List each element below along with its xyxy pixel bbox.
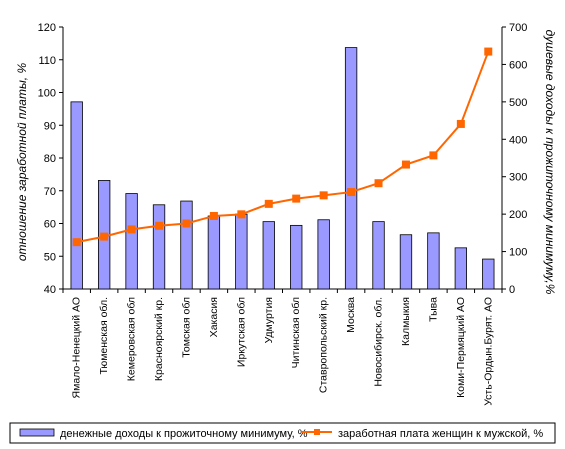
x-category-label: Коми-Пермяцкий АО	[455, 297, 467, 398]
x-category-label: Красноярский кр.	[153, 297, 165, 381]
bar	[454, 247, 468, 290]
y-left-tick-label: 80	[44, 153, 56, 165]
x-category-label: Удмуртия	[263, 297, 275, 343]
line-series	[76, 51, 490, 244]
line-point	[319, 191, 328, 200]
bar	[317, 219, 330, 290]
line-point	[456, 119, 465, 128]
x-category-label: Читинская обл	[290, 297, 302, 368]
x-category-label: Москва	[345, 297, 357, 333]
y-left-tick-label: 60	[44, 219, 56, 231]
bar	[235, 213, 248, 290]
bar	[482, 258, 495, 290]
line-point	[374, 179, 383, 188]
line-point	[209, 211, 218, 220]
y-right-tick-label: 0	[509, 284, 515, 296]
y-right-tick-label: 400	[509, 134, 527, 146]
bar	[180, 200, 193, 290]
bar	[427, 232, 440, 290]
legend-line-label: заработная плата женщин к мужской, %	[338, 428, 543, 440]
x-category-label: Кемеровская обл	[126, 297, 138, 381]
line-point	[127, 225, 136, 234]
line-point	[401, 160, 410, 169]
legend-line-marker	[314, 429, 320, 435]
bar	[399, 234, 413, 290]
line-point	[237, 210, 246, 219]
x-category-label: Тыва	[427, 297, 439, 322]
y-right-tick-label: 100	[509, 247, 527, 259]
bar	[372, 221, 385, 290]
y-right-tick-label: 200	[509, 209, 527, 221]
x-category-label: Новосибирск. обл.	[373, 297, 385, 387]
y-right-tick-label: 600	[509, 59, 527, 71]
y-right-tick-label: 700	[509, 22, 527, 34]
x-category-label: Хакасия	[208, 297, 220, 337]
x-category-label: Томская обл	[180, 297, 192, 358]
bar	[207, 215, 221, 290]
bar	[344, 47, 358, 290]
line-point	[292, 194, 301, 203]
y-left-tick-label: 90	[44, 120, 56, 132]
y-right-tick-label: 500	[509, 97, 527, 109]
bar	[125, 193, 138, 290]
bar	[70, 101, 83, 290]
line-point	[429, 151, 438, 160]
legend-bar-swatch	[19, 428, 55, 437]
y-left-tick-label: 50	[44, 251, 56, 263]
x-category-label: Усть-Ордын.Бурят. АО	[482, 297, 494, 406]
bar	[290, 224, 303, 290]
y-axis-right-title: душевые доходы к прожиточному минимуму,%	[543, 30, 557, 295]
line-point	[347, 188, 356, 197]
y-left-tick-label: 100	[38, 88, 56, 100]
legend: денежные доходы к прожиточному минимуму,…	[9, 422, 556, 444]
line-point	[264, 199, 273, 208]
line-point	[100, 232, 109, 241]
line-point	[72, 238, 81, 247]
line-point	[484, 47, 493, 56]
x-category-label: Тюменская обл.	[98, 297, 110, 375]
y-left-tick-label: 120	[38, 22, 56, 34]
line-point	[182, 219, 191, 228]
legend-frame	[9, 422, 556, 444]
x-category-label: Калмыкия	[400, 297, 412, 346]
bar	[262, 221, 275, 290]
y-left-tick-label: 40	[44, 284, 56, 296]
y-right-tick-label: 300	[509, 172, 527, 184]
line-point	[155, 221, 164, 230]
x-category-label: Иркутская обл	[235, 297, 247, 367]
x-category-label: Ямало-Ненецкий АО	[71, 297, 83, 398]
bar	[152, 204, 166, 290]
x-category-label: Ставропольский кр.	[318, 297, 330, 393]
y-left-tick-label: 70	[44, 186, 56, 198]
plot-area: 40 50 60 70 80 90 100 110 120 0 100 200 300 400 500 600…	[38, 22, 528, 406]
y-axis-left-title: отношение заработной платы, %	[15, 63, 29, 262]
y-left-tick-label: 110	[38, 55, 56, 67]
legend-bar-label: денежные доходы к прожиточному минимуму,…	[60, 428, 308, 440]
